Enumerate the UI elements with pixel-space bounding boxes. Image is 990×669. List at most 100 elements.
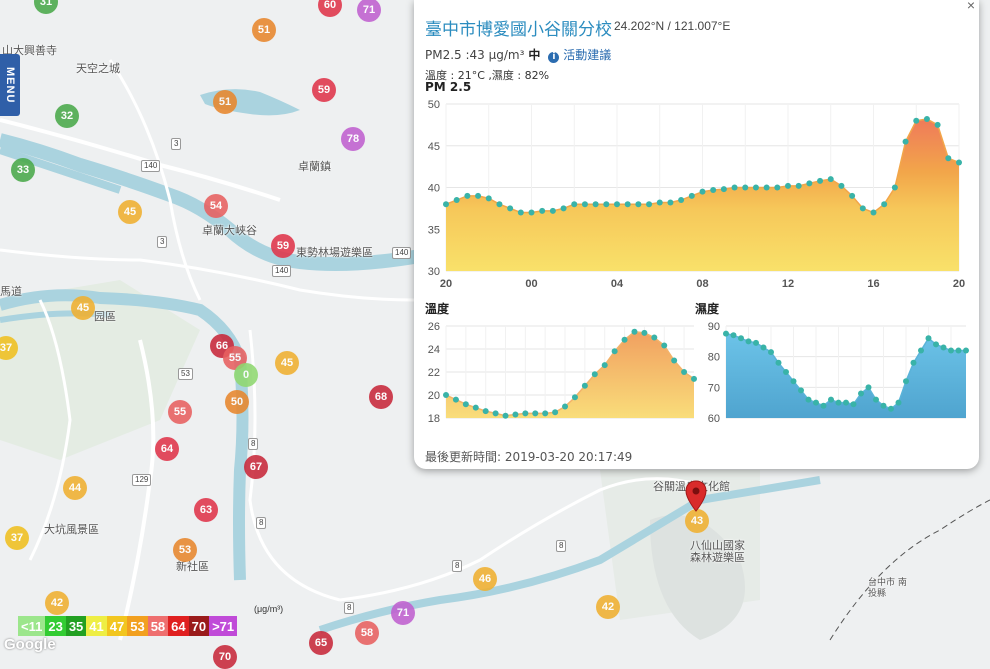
station-marker[interactable]: 65 xyxy=(309,631,333,655)
station-marker[interactable]: 59 xyxy=(312,78,336,102)
data-point[interactable] xyxy=(549,207,556,214)
data-point[interactable] xyxy=(624,201,631,208)
data-point[interactable] xyxy=(552,409,559,416)
data-point[interactable] xyxy=(443,392,449,398)
data-point[interactable] xyxy=(475,192,482,199)
data-point[interactable] xyxy=(517,209,524,216)
data-point[interactable] xyxy=(910,359,917,366)
data-point[interactable] xyxy=(806,180,813,187)
data-point[interactable] xyxy=(827,176,834,183)
data-point[interactable] xyxy=(913,117,920,124)
data-point[interactable] xyxy=(452,396,459,403)
data-point[interactable] xyxy=(813,399,819,406)
data-point[interactable] xyxy=(496,201,503,208)
data-point[interactable] xyxy=(760,344,767,351)
data-point[interactable] xyxy=(933,341,939,348)
data-point[interactable] xyxy=(805,396,812,403)
data-point[interactable] xyxy=(775,359,782,366)
station-marker[interactable]: 71 xyxy=(391,601,415,625)
data-point[interactable] xyxy=(631,328,638,335)
data-point[interactable] xyxy=(611,348,618,355)
data-point[interactable] xyxy=(581,201,588,208)
station-marker[interactable]: 67 xyxy=(244,455,268,479)
data-point[interactable] xyxy=(591,371,598,378)
data-point[interactable] xyxy=(651,334,658,341)
station-marker[interactable]: 42 xyxy=(596,595,620,619)
station-marker[interactable]: 33 xyxy=(11,158,35,182)
data-point[interactable] xyxy=(671,357,678,364)
data-point[interactable] xyxy=(731,184,738,191)
station-marker[interactable]: 45 xyxy=(118,200,142,224)
data-point[interactable] xyxy=(720,186,727,193)
data-point[interactable] xyxy=(542,410,549,417)
data-point[interactable] xyxy=(560,205,567,212)
data-point[interactable] xyxy=(817,177,824,184)
data-point[interactable] xyxy=(895,399,902,406)
station-marker[interactable]: 71 xyxy=(357,0,381,22)
data-point[interactable] xyxy=(843,399,849,406)
data-point[interactable] xyxy=(688,192,695,199)
data-point[interactable] xyxy=(472,404,479,411)
data-point[interactable] xyxy=(539,207,546,214)
data-point[interactable] xyxy=(723,330,729,337)
station-marker[interactable]: 63 xyxy=(194,498,218,522)
data-point[interactable] xyxy=(753,339,759,346)
data-point[interactable] xyxy=(562,403,569,410)
station-marker[interactable]: 55 xyxy=(168,400,192,424)
data-point[interactable] xyxy=(891,184,898,191)
station-marker[interactable]: 45 xyxy=(71,296,95,320)
station-marker[interactable]: 53 xyxy=(173,538,197,562)
data-point[interactable] xyxy=(453,197,460,204)
data-point[interactable] xyxy=(934,121,941,128)
data-point[interactable] xyxy=(571,394,578,401)
data-point[interactable] xyxy=(963,347,969,354)
data-point[interactable] xyxy=(581,382,588,389)
data-point[interactable] xyxy=(507,205,514,212)
data-point[interactable] xyxy=(462,401,469,408)
station-marker[interactable]: 68 xyxy=(369,385,393,409)
data-point[interactable] xyxy=(742,184,749,191)
station-marker[interactable]: 59 xyxy=(271,234,295,258)
data-point[interactable] xyxy=(738,335,744,342)
data-point[interactable] xyxy=(858,390,864,397)
station-marker[interactable]: 37 xyxy=(0,336,18,360)
station-marker[interactable]: 42 xyxy=(45,591,69,615)
data-point[interactable] xyxy=(785,182,791,189)
data-point[interactable] xyxy=(763,184,770,191)
station-marker[interactable]: 64 xyxy=(155,437,179,461)
close-icon[interactable]: × xyxy=(966,0,975,13)
data-point[interactable] xyxy=(656,199,663,206)
station-marker[interactable]: 78 xyxy=(341,127,365,151)
data-point[interactable] xyxy=(512,411,519,418)
data-point[interactable] xyxy=(880,402,887,409)
data-point[interactable] xyxy=(870,209,877,216)
data-point[interactable] xyxy=(730,332,737,339)
data-point[interactable] xyxy=(955,347,962,354)
data-point[interactable] xyxy=(464,192,471,199)
data-point[interactable] xyxy=(820,402,827,409)
data-point[interactable] xyxy=(859,205,866,212)
data-point[interactable] xyxy=(795,182,802,189)
data-point[interactable] xyxy=(532,410,539,417)
data-point[interactable] xyxy=(774,184,781,191)
data-point[interactable] xyxy=(661,342,668,349)
data-point[interactable] xyxy=(592,201,599,208)
data-point[interactable] xyxy=(923,116,930,123)
data-point[interactable] xyxy=(828,396,834,403)
data-point[interactable] xyxy=(903,378,909,385)
data-point[interactable] xyxy=(641,329,648,336)
station-marker[interactable]: 31 xyxy=(34,0,58,14)
data-point[interactable] xyxy=(482,408,489,415)
station-marker[interactable]: 51 xyxy=(213,90,237,114)
station-marker[interactable]: 50 xyxy=(225,390,249,414)
data-point[interactable] xyxy=(603,201,610,208)
data-point[interactable] xyxy=(783,369,789,375)
station-marker[interactable]: 32 xyxy=(55,104,79,128)
data-point[interactable] xyxy=(745,338,752,345)
data-point[interactable] xyxy=(522,410,529,417)
data-point[interactable] xyxy=(710,187,717,194)
station-marker[interactable]: 0 xyxy=(234,363,258,387)
data-point[interactable] xyxy=(849,192,856,199)
data-point[interactable] xyxy=(873,396,879,403)
data-point[interactable] xyxy=(621,336,628,343)
